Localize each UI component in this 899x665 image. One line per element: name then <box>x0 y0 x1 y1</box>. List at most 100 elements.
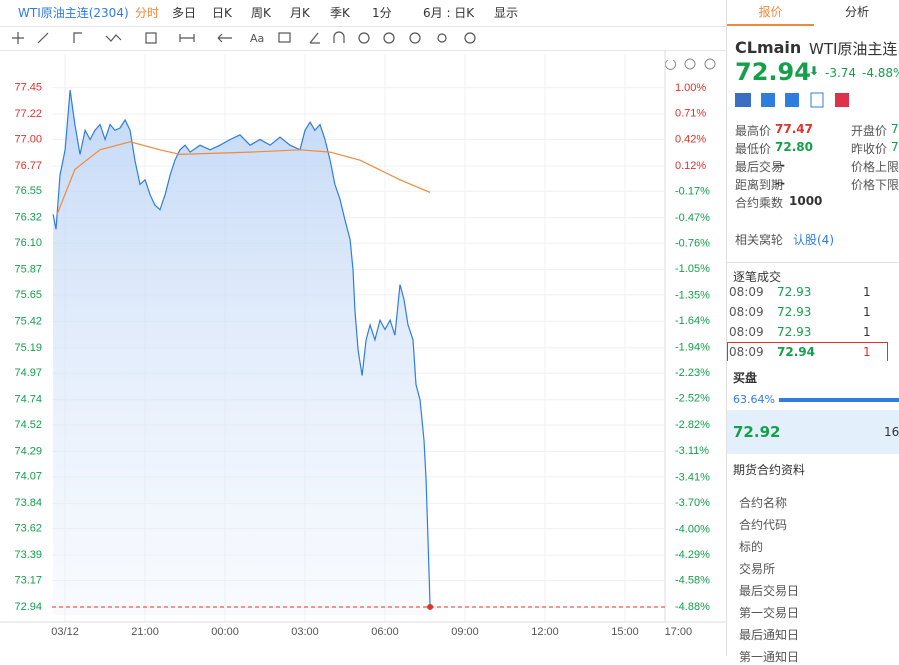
settings-tool[interactable] <box>464 32 476 44</box>
period-tab[interactable]: 多日 <box>172 6 197 20</box>
wave-tool[interactable] <box>105 34 122 42</box>
right-panel: 报价 分析 CLmain WTI原油主连 72.94 ⬇ -3.74 -4.88… <box>726 0 899 664</box>
fav-badge[interactable] <box>835 93 849 107</box>
period-tab[interactable]: 显示 <box>494 6 519 20</box>
period-tab[interactable]: 6月 : 日K <box>423 6 475 20</box>
x-tick-label: 09:00 <box>451 626 479 638</box>
period-tab[interactable]: 季K <box>330 6 350 20</box>
zoom-controls <box>665 58 716 70</box>
period-tab[interactable]: 周K <box>251 6 271 20</box>
y-tick-label: 76.32 <box>14 212 42 224</box>
zoom-out[interactable] <box>684 58 696 70</box>
period-tab[interactable]: 分时 <box>135 6 160 20</box>
info-item: 最后通知日 <box>739 628 800 642</box>
magnet-tool[interactable] <box>333 31 345 43</box>
info-item: 合约名称 <box>739 496 788 510</box>
stat-label: 价格下限 <box>851 178 899 192</box>
stat-value: 7 <box>891 122 899 136</box>
angle-tool[interactable] <box>309 32 320 44</box>
arrow-tool[interactable] <box>217 33 232 43</box>
text-tool[interactable]: Aa <box>250 32 264 45</box>
y-tick-label: 76.10 <box>14 237 42 249</box>
channel-tool[interactable] <box>73 32 82 43</box>
y-tick-label: 74.07 <box>14 471 42 483</box>
trade-price: 72.93 <box>777 305 812 319</box>
y2-tick-label: -0.76% <box>675 237 710 249</box>
stat-value: 77.47 <box>775 122 813 136</box>
measure-tool[interactable] <box>145 32 157 44</box>
area <box>53 90 431 615</box>
analysis-tab[interactable]: 分析 <box>844 5 869 19</box>
y2-tick-label: 1.00% <box>675 82 706 94</box>
trade-time: 08:09 <box>729 345 764 359</box>
trade-time: 08:09 <box>729 287 764 299</box>
change: -3.74 <box>825 66 857 80</box>
stat-value: 7 <box>891 140 899 154</box>
move-tool[interactable] <box>12 32 24 44</box>
trades: 08:09 72.93 1 08:09 72.93 1 08:09 72.93 1 08:09 72… <box>727 287 899 361</box>
stat-label: 最低价 <box>735 142 772 156</box>
warrant-link[interactable]: 认股(4) <box>793 233 834 247</box>
symbol-tab[interactable]: WTI原油主连(2304) <box>18 6 129 20</box>
info-item: 交易所 <box>739 562 776 576</box>
quote-tab[interactable]: 报价 <box>727 0 814 26</box>
period-tab[interactable]: 月K <box>290 6 310 20</box>
bid-volume: 16 <box>884 425 899 439</box>
info-item: 合约代码 <box>739 518 788 532</box>
info-item: 第一通知日 <box>739 650 800 664</box>
period-tab[interactable]: 1分 <box>372 6 392 20</box>
stat-value: -- <box>775 176 785 190</box>
y2-tick-label: 0.71% <box>675 108 706 120</box>
zoom-in[interactable] <box>704 58 716 70</box>
stat-label: 价格上限 <box>851 160 899 174</box>
stat-label: 距离到期 <box>735 178 784 192</box>
x-tick-label: 03:00 <box>291 626 319 638</box>
trade-price: 72.94 <box>777 345 815 359</box>
y2-tick-label: 0.42% <box>675 133 706 145</box>
reset[interactable] <box>665 59 676 70</box>
y2-tick-label: -3.41% <box>675 471 710 483</box>
toolbar <box>0 0 726 27</box>
y-tick-label: 73.84 <box>14 497 42 509</box>
trade-time: 08:09 <box>729 325 764 339</box>
line <box>52 89 431 607</box>
drawing-toolbar: Aa <box>0 26 726 51</box>
x-tick-label: 12:00 <box>531 626 559 638</box>
y2-tick-label: -0.47% <box>675 212 710 224</box>
period-tab[interactable]: 日K <box>212 6 232 20</box>
y2-tick-label: -2.52% <box>675 393 710 405</box>
last-price-dot <box>427 603 434 610</box>
compare-tool[interactable] <box>437 33 447 43</box>
note-tool[interactable] <box>278 32 291 43</box>
bid-price: 72.92 <box>733 423 781 441</box>
y2-tick-label: -2.23% <box>675 367 710 379</box>
bid-title: 买盘 <box>733 371 758 385</box>
y2-tick-label: -4.00% <box>675 523 710 535</box>
y2-tick-label: -4.88% <box>675 601 710 613</box>
y-tick-label: 75.87 <box>14 263 42 275</box>
x-tick-label: 17:00 <box>665 626 693 638</box>
trade-price: 72.93 <box>777 325 812 339</box>
y2-tick-label: -3.70% <box>675 497 710 509</box>
y-tick-label: 75.19 <box>14 342 42 354</box>
change-pct: -4.88% <box>862 66 899 80</box>
y-tick-label: 74.29 <box>14 445 42 457</box>
y2-tick-label: -4.58% <box>675 574 710 586</box>
trade-volume: 1 <box>863 287 871 299</box>
hide-tool[interactable] <box>383 32 395 44</box>
x-tick-label: 15:00 <box>611 626 639 638</box>
y2-tick-label: 0.12% <box>675 160 706 172</box>
info-title: 期货合约资料 <box>733 463 806 477</box>
trade-price: 72.93 <box>777 287 812 299</box>
y-tick-label: 77.45 <box>14 82 42 94</box>
stat-label: 合约乘数 <box>735 196 784 210</box>
delete-tool[interactable] <box>409 32 421 44</box>
range-tool[interactable] <box>179 34 195 42</box>
lock-tool[interactable] <box>358 32 370 44</box>
x-tick-label: 03/12 <box>51 626 79 638</box>
y-tick-label: 75.65 <box>14 289 42 301</box>
code: CLmain <box>735 38 802 57</box>
line-tool[interactable] <box>37 32 49 44</box>
divider <box>727 262 899 263</box>
